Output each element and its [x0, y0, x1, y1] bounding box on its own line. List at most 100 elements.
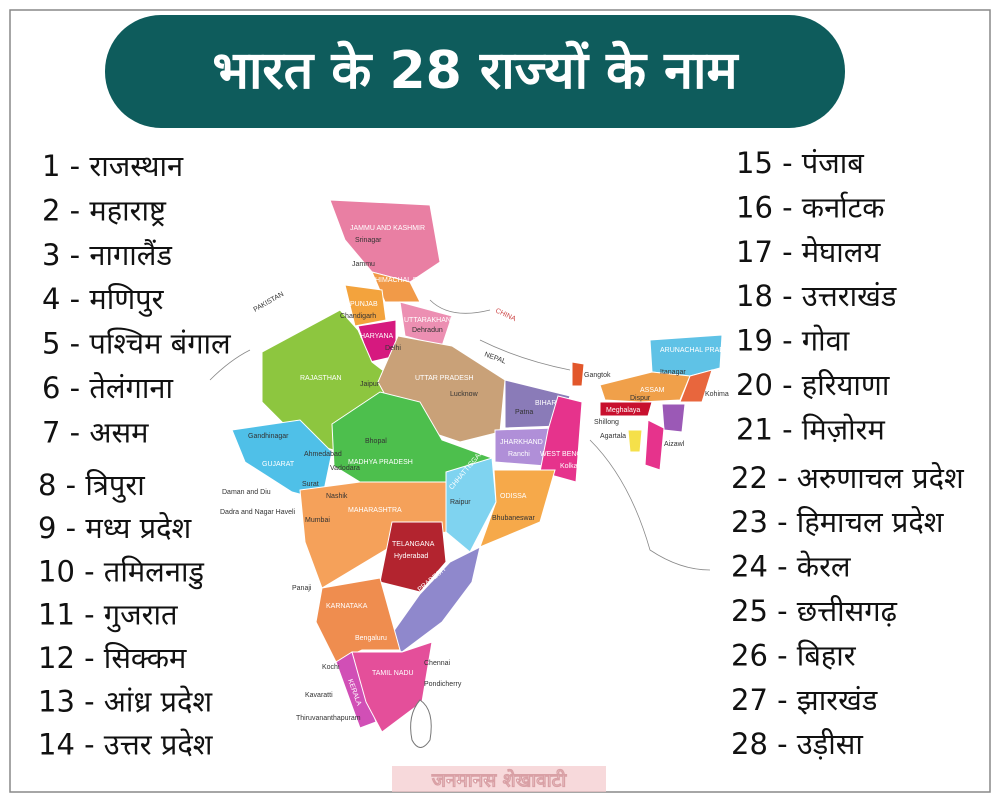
india-map: PAKISTAN CHINA NEPAL JAMMU AND KASHMIR S… — [209, 199, 739, 748]
map-label: Jaipur — [360, 381, 380, 388]
map-label: GUJARAT — [262, 461, 295, 468]
map-label: Dadra and Nagar Haveli — [220, 509, 296, 516]
state-item: 3 - नागालैंड — [42, 238, 172, 272]
region — [315, 577, 401, 663]
map-label: Gandhinagar — [248, 433, 289, 440]
map-label: Meghalaya — [606, 407, 640, 414]
map-label: Chandigarh — [340, 313, 376, 320]
map-label: Kochi — [322, 664, 340, 671]
map-label: Thiruvananthapuram — [296, 715, 361, 722]
state-item: 19 - गोवा — [736, 324, 850, 358]
state-list-left: 1 - राजस्थान 2 - महाराष्ट्र 3 - नागालैंड 4 … — [38, 149, 232, 762]
state-item: 17 - मेघालय — [736, 235, 881, 269]
map-label: Kohima — [705, 391, 729, 398]
title-banner — [105, 15, 845, 128]
state-list-right: 15 - पंजाब 16 - कर्नाटक 17 - मेघालय 18 - उत… — [731, 146, 965, 761]
region — [571, 361, 585, 387]
state-item: 27 - झारखंड — [731, 683, 878, 717]
map-label: RAJASTHAN — [300, 375, 342, 382]
region — [479, 469, 556, 548]
state-item: 11 - गुजरात — [38, 598, 178, 633]
map-label: Daman and Diu — [222, 489, 271, 496]
region — [661, 403, 686, 433]
region — [539, 395, 583, 483]
map-label: Bhubaneswar — [492, 515, 535, 522]
map-label: Hyderabad — [394, 553, 428, 560]
state-item: 4 - मणिपुर — [42, 282, 165, 317]
state-item: 26 - बिहार — [731, 638, 857, 672]
watermark: जनमानस शेखावाटी — [431, 769, 567, 792]
map-label: Itanagar — [660, 369, 686, 376]
map-label: Aizawl — [664, 441, 685, 448]
state-item: 24 - केरल — [731, 550, 852, 584]
state-item: 16 - कर्नाटक — [736, 190, 885, 224]
map-label: HIMACHAL PRADESH — [375, 277, 447, 284]
map-label: Mumbai — [305, 517, 330, 524]
state-item: 21 - मिज़ोरम — [736, 412, 886, 446]
region — [379, 521, 447, 593]
map-label: Delhi — [385, 345, 401, 352]
map-label: ASSAM — [640, 387, 665, 394]
region — [335, 651, 377, 729]
state-item: 28 - उड़ीसा — [731, 727, 863, 761]
map-label: Bhopal — [365, 438, 387, 445]
map-label: MAHARASHTRA — [348, 507, 402, 514]
state-item: 23 - हिमाचल प्रदेश — [731, 505, 945, 539]
region — [599, 401, 653, 417]
state-item: 8 - त्रिपुरा — [38, 468, 145, 503]
map-label: Dispur — [630, 395, 651, 402]
region — [644, 419, 665, 471]
map-label: HARYANA — [360, 333, 394, 340]
state-item: 18 - उत्तराखंड — [736, 279, 897, 313]
state-item: 20 - हरियाणा — [736, 368, 890, 402]
map-label: JAMMU AND KASHMIR — [350, 225, 425, 232]
map-label: Gangtok — [584, 372, 611, 379]
map-label: Dehradun — [412, 327, 443, 334]
state-item: 25 - छत्तीसगढ़ — [731, 594, 898, 628]
map-label: Ahmedabad — [304, 451, 342, 458]
map-label: Patna — [515, 409, 533, 416]
state-item: 14 - उत्तर प्रदेश — [38, 728, 214, 762]
map-label: Kavaratti — [305, 692, 333, 699]
state-item: 1 - राजस्थान — [42, 149, 184, 183]
map-label: JHARKHAND — [500, 439, 543, 446]
state-item: 6 - तेलंगाना — [42, 371, 173, 405]
state-item: 12 - सिक्कम — [38, 641, 187, 675]
map-label: ARUNACHAL PRADESH — [660, 347, 739, 354]
state-item: 13 - आंध्र प्रदेश — [38, 684, 213, 718]
region — [679, 369, 713, 403]
map-label: WEST BENGAL — [540, 451, 591, 458]
state-item: 9 - मध्य प्रदेश — [38, 511, 193, 545]
map-label: Raipur — [450, 499, 471, 506]
title: भारत के 28 राज्यों के नाम — [212, 40, 739, 101]
map-label: Kolkata — [560, 463, 583, 470]
map-label: Lucknow — [450, 391, 479, 398]
sri-lanka-outline — [410, 699, 432, 748]
map-label: UTTAR PRADESH — [415, 375, 474, 382]
map-label: Agartala — [600, 433, 626, 440]
map-label: Nashik — [326, 493, 348, 500]
border-line — [209, 299, 711, 571]
map-label: Bengaluru — [355, 635, 387, 642]
map-label: Vadodara — [330, 465, 360, 472]
map-label: TELANGANA — [392, 541, 435, 548]
map-label: Ranchi — [508, 451, 530, 458]
map-label: Jammu — [352, 261, 375, 268]
map-label: MADHYA PRADESH — [348, 459, 413, 466]
region — [627, 429, 643, 453]
state-item: 5 - पश्चिम बंगाल — [42, 327, 232, 361]
map-label: ODISSA — [500, 493, 527, 500]
map-label: KARNATAKA — [326, 603, 368, 610]
map-label: Srinagar — [355, 237, 382, 244]
map-label: UTTARAKHAND — [404, 317, 456, 324]
map-label: Panaji — [292, 585, 312, 592]
region — [599, 371, 691, 403]
state-item: 7 - असम — [42, 415, 149, 449]
map-label: PUNJAB — [350, 301, 378, 308]
map-label: BIHAR — [535, 400, 556, 407]
map-label: TAMIL NADU — [372, 670, 414, 677]
map-label: Pondicherry — [424, 681, 462, 688]
state-item: 10 - तमिलनाडु — [38, 554, 204, 589]
state-item: 15 - पंजाब — [736, 146, 864, 180]
